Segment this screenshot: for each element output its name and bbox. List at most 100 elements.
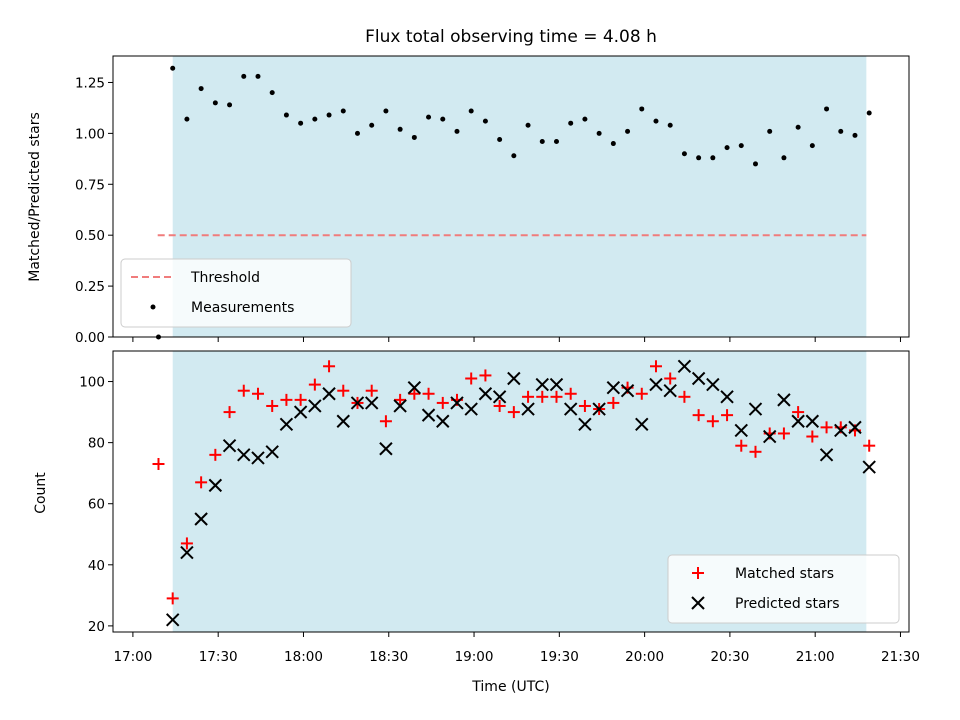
bottom-legend-box bbox=[667, 554, 900, 624]
top-legend-box bbox=[120, 258, 352, 328]
predicted-stars-points bbox=[165, 359, 876, 627]
bottom-y-tick-label: 40 bbox=[88, 558, 105, 574]
matched-star-point bbox=[180, 537, 193, 550]
predicted-star-point bbox=[535, 377, 549, 392]
bottom-x-tick-label: 21:30 bbox=[881, 649, 920, 665]
predicted-star-point bbox=[635, 417, 649, 432]
measurement-point bbox=[724, 145, 730, 151]
predicted-star-point bbox=[180, 545, 194, 560]
predicted-star-point bbox=[563, 402, 578, 416]
measurement-point bbox=[653, 118, 659, 124]
top-y-tick-label: 0.25 bbox=[75, 279, 105, 295]
predicted-star-point bbox=[734, 423, 748, 438]
predicted-star-point bbox=[862, 460, 876, 474]
matched-star-point bbox=[507, 406, 520, 419]
measurement-point bbox=[852, 132, 858, 138]
matched-star-point bbox=[664, 372, 677, 385]
measurement-point bbox=[667, 122, 673, 128]
predicted-star-point bbox=[265, 445, 279, 459]
predicted-star-point bbox=[421, 408, 436, 422]
legend-matched-label: Matched stars bbox=[735, 566, 834, 582]
measurement-points bbox=[155, 65, 872, 340]
measurement-point bbox=[681, 151, 687, 157]
matched-star-point bbox=[863, 439, 876, 452]
measurement-point bbox=[625, 128, 631, 134]
bottom-y-ticks: 20 40 60 80 100 bbox=[79, 375, 113, 635]
matched-star-point bbox=[564, 387, 577, 400]
predicted-star-point bbox=[251, 451, 265, 465]
top-y-tick-label: 0.00 bbox=[75, 330, 105, 346]
bottom-y-axis-label: Count bbox=[33, 472, 49, 514]
predicted-star-point bbox=[436, 414, 450, 428]
matched-star-point bbox=[394, 393, 407, 406]
top-legend: Threshold Measurements bbox=[120, 258, 352, 328]
predicted-star-point bbox=[165, 613, 180, 627]
top-x-ticks bbox=[132, 337, 901, 342]
predicted-star-point bbox=[691, 371, 706, 386]
bottom-x-tick-label: 21:00 bbox=[796, 649, 835, 665]
top-y-tick-label: 1.00 bbox=[75, 126, 105, 142]
bottom-x-tick-label: 19:30 bbox=[540, 649, 579, 665]
matched-star-point bbox=[308, 378, 321, 391]
matched-star-point bbox=[251, 387, 264, 400]
predicted-star-point bbox=[549, 377, 564, 392]
predicted-star-point bbox=[464, 402, 478, 416]
matched-star-point bbox=[806, 430, 819, 443]
measurement-point bbox=[269, 90, 275, 96]
measurement-point bbox=[241, 73, 247, 79]
top-y-tick-label: 1.25 bbox=[75, 75, 105, 91]
matched-star-point bbox=[706, 415, 719, 428]
measurement-point bbox=[553, 139, 559, 145]
measurement-point bbox=[482, 118, 488, 124]
predicted-star-point bbox=[805, 414, 820, 428]
matched-star-point bbox=[678, 390, 691, 403]
predicted-star-point bbox=[592, 402, 606, 416]
predicted-star-point bbox=[791, 414, 805, 428]
predicted-star-point bbox=[663, 383, 677, 398]
matched-star-point bbox=[578, 399, 591, 412]
predicted-star-point bbox=[364, 396, 379, 410]
matched-star-point bbox=[280, 393, 293, 406]
matched-star-point bbox=[323, 360, 336, 373]
matched-star-point bbox=[721, 409, 734, 422]
legend-predicted-swatch bbox=[691, 596, 705, 610]
predicted-star-point bbox=[777, 393, 791, 407]
bottom-y-tick-label: 80 bbox=[88, 436, 105, 452]
measurement-point bbox=[539, 139, 545, 145]
predicted-star-point bbox=[578, 417, 592, 432]
predicted-star-point bbox=[450, 396, 464, 410]
predicted-star-point bbox=[677, 359, 692, 373]
bottom-x-tick-label: 18:00 bbox=[284, 649, 323, 665]
predicted-star-point bbox=[293, 405, 308, 419]
predicted-star-point bbox=[407, 380, 422, 395]
predicted-star-point bbox=[379, 442, 393, 456]
measurement-point bbox=[440, 116, 446, 122]
predicted-star-point bbox=[521, 402, 535, 416]
matched-star-point bbox=[195, 476, 208, 489]
measurement-point bbox=[255, 73, 261, 79]
measurement-point bbox=[426, 114, 432, 120]
bottom-legend: Matched stars Predicted stars bbox=[667, 554, 900, 624]
bottom-x-tick-label: 20:00 bbox=[625, 649, 664, 665]
matched-stars-points bbox=[152, 360, 876, 605]
measurement-point bbox=[752, 161, 758, 167]
predicted-star-point bbox=[308, 399, 322, 413]
top-y-ticks: 0.00 0.25 0.50 0.75 1.00 1.25 bbox=[75, 75, 113, 346]
predicted-star-point bbox=[507, 371, 521, 386]
bottom-x-tick-label: 19:00 bbox=[455, 649, 494, 665]
predicted-star-point bbox=[748, 402, 763, 416]
predicted-star-point bbox=[222, 438, 237, 453]
predicted-star-point bbox=[606, 380, 621, 395]
measurement-point bbox=[411, 134, 417, 140]
matched-star-point bbox=[209, 448, 222, 461]
matched-star-point bbox=[635, 387, 648, 400]
matched-star-point bbox=[379, 415, 392, 428]
measurement-point bbox=[568, 120, 574, 126]
legend-measurements-swatch bbox=[150, 304, 156, 310]
matched-star-point bbox=[792, 406, 805, 419]
predicted-star-point bbox=[819, 448, 834, 462]
measurement-point bbox=[824, 106, 830, 112]
x-axis-label: Time (UTC) bbox=[471, 679, 549, 695]
measurement-point bbox=[326, 112, 332, 118]
matched-star-point bbox=[536, 390, 549, 403]
